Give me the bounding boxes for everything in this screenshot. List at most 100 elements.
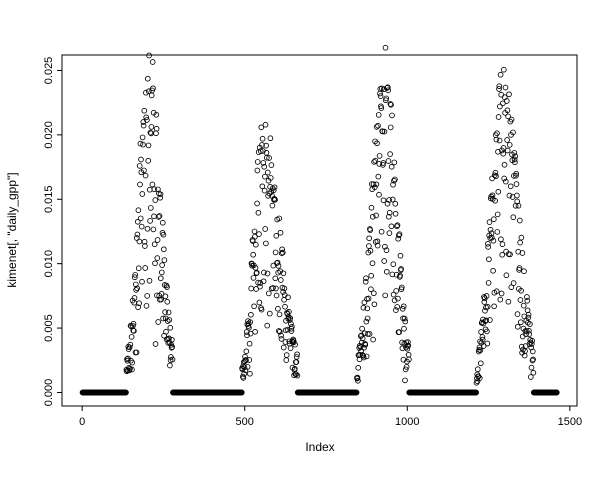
data-point bbox=[353, 389, 360, 396]
data-point bbox=[383, 268, 390, 275]
data-point bbox=[495, 188, 502, 195]
y-tick-label: 0.005 bbox=[43, 314, 55, 342]
data-point bbox=[280, 270, 287, 277]
data-point bbox=[287, 315, 294, 321]
data-point bbox=[147, 129, 154, 136]
data-point bbox=[385, 158, 392, 164]
data-point bbox=[376, 161, 383, 167]
data-point bbox=[242, 353, 248, 360]
data-point bbox=[293, 371, 299, 378]
data-point bbox=[281, 285, 288, 292]
data-point bbox=[289, 323, 295, 330]
data-point bbox=[498, 290, 505, 297]
data-point bbox=[130, 320, 137, 327]
data-point bbox=[254, 167, 261, 174]
data-point bbox=[248, 285, 255, 292]
data-point bbox=[280, 344, 287, 351]
data-point bbox=[497, 296, 504, 303]
data-point bbox=[280, 289, 286, 295]
data-point bbox=[151, 213, 157, 220]
data-point bbox=[388, 223, 395, 230]
data-point bbox=[381, 258, 388, 264]
data-point bbox=[496, 137, 503, 144]
data-point bbox=[164, 318, 171, 324]
data-point bbox=[398, 284, 405, 291]
data-point bbox=[155, 214, 162, 220]
data-point bbox=[276, 215, 283, 222]
data-point bbox=[363, 275, 369, 282]
data-point bbox=[132, 281, 139, 288]
data-point bbox=[361, 344, 367, 351]
data-point bbox=[376, 153, 383, 159]
data-point bbox=[386, 197, 392, 203]
data-point bbox=[150, 85, 156, 92]
data-point bbox=[123, 389, 129, 396]
data-point bbox=[134, 218, 141, 225]
data-point bbox=[146, 186, 153, 193]
data-point bbox=[496, 83, 503, 90]
data-point bbox=[382, 292, 389, 299]
data-point bbox=[387, 124, 394, 131]
data-point bbox=[481, 299, 488, 305]
data-point bbox=[255, 209, 262, 216]
data-point bbox=[261, 269, 267, 276]
data-point bbox=[495, 114, 502, 120]
data-point bbox=[147, 218, 153, 224]
data-point bbox=[381, 128, 388, 135]
data-point bbox=[277, 277, 284, 283]
data-point bbox=[160, 315, 166, 322]
data-point bbox=[518, 343, 525, 350]
data-point bbox=[401, 315, 408, 322]
data-point bbox=[126, 364, 132, 371]
data-point bbox=[153, 111, 160, 118]
data-point bbox=[160, 231, 167, 238]
data-point bbox=[477, 347, 484, 354]
data-point bbox=[369, 213, 376, 220]
data-point bbox=[484, 328, 490, 335]
data-point bbox=[276, 328, 283, 335]
data-point bbox=[478, 329, 484, 335]
data-point bbox=[384, 84, 391, 91]
data-point bbox=[159, 262, 165, 268]
data-point bbox=[514, 323, 521, 330]
data-point bbox=[258, 124, 265, 131]
y-tick-label: 0.000 bbox=[43, 379, 55, 407]
data-point bbox=[496, 86, 502, 92]
data-point bbox=[477, 360, 484, 367]
data-point bbox=[499, 241, 506, 248]
data-point bbox=[259, 142, 265, 148]
plot-box bbox=[61, 54, 578, 407]
data-point bbox=[493, 136, 500, 143]
data-point bbox=[259, 183, 266, 190]
data-point bbox=[129, 366, 135, 373]
data-point bbox=[157, 191, 164, 198]
data-point bbox=[264, 270, 271, 277]
data-point bbox=[390, 291, 397, 298]
data-point bbox=[396, 329, 403, 335]
data-point bbox=[391, 177, 397, 184]
data-point bbox=[145, 142, 152, 149]
data-point bbox=[263, 142, 270, 149]
data-point bbox=[483, 293, 490, 299]
data-point bbox=[135, 265, 142, 272]
data-point bbox=[241, 371, 247, 377]
data-point bbox=[261, 187, 268, 194]
data-point bbox=[401, 325, 407, 332]
data-point bbox=[385, 213, 392, 220]
data-point bbox=[507, 251, 513, 258]
data-point bbox=[248, 311, 254, 318]
data-point bbox=[144, 75, 151, 82]
data-point bbox=[261, 163, 268, 170]
data-point bbox=[503, 98, 510, 104]
data-point bbox=[283, 352, 290, 358]
data-point bbox=[526, 331, 533, 337]
data-point bbox=[138, 223, 145, 230]
data-point bbox=[148, 92, 155, 99]
data-point bbox=[365, 331, 371, 337]
data-point bbox=[127, 322, 134, 329]
data-point bbox=[513, 181, 520, 187]
data-point bbox=[283, 357, 290, 363]
y-axis-title: kimenet[, "daily_gpp"] bbox=[5, 172, 19, 287]
data-point bbox=[155, 186, 161, 193]
